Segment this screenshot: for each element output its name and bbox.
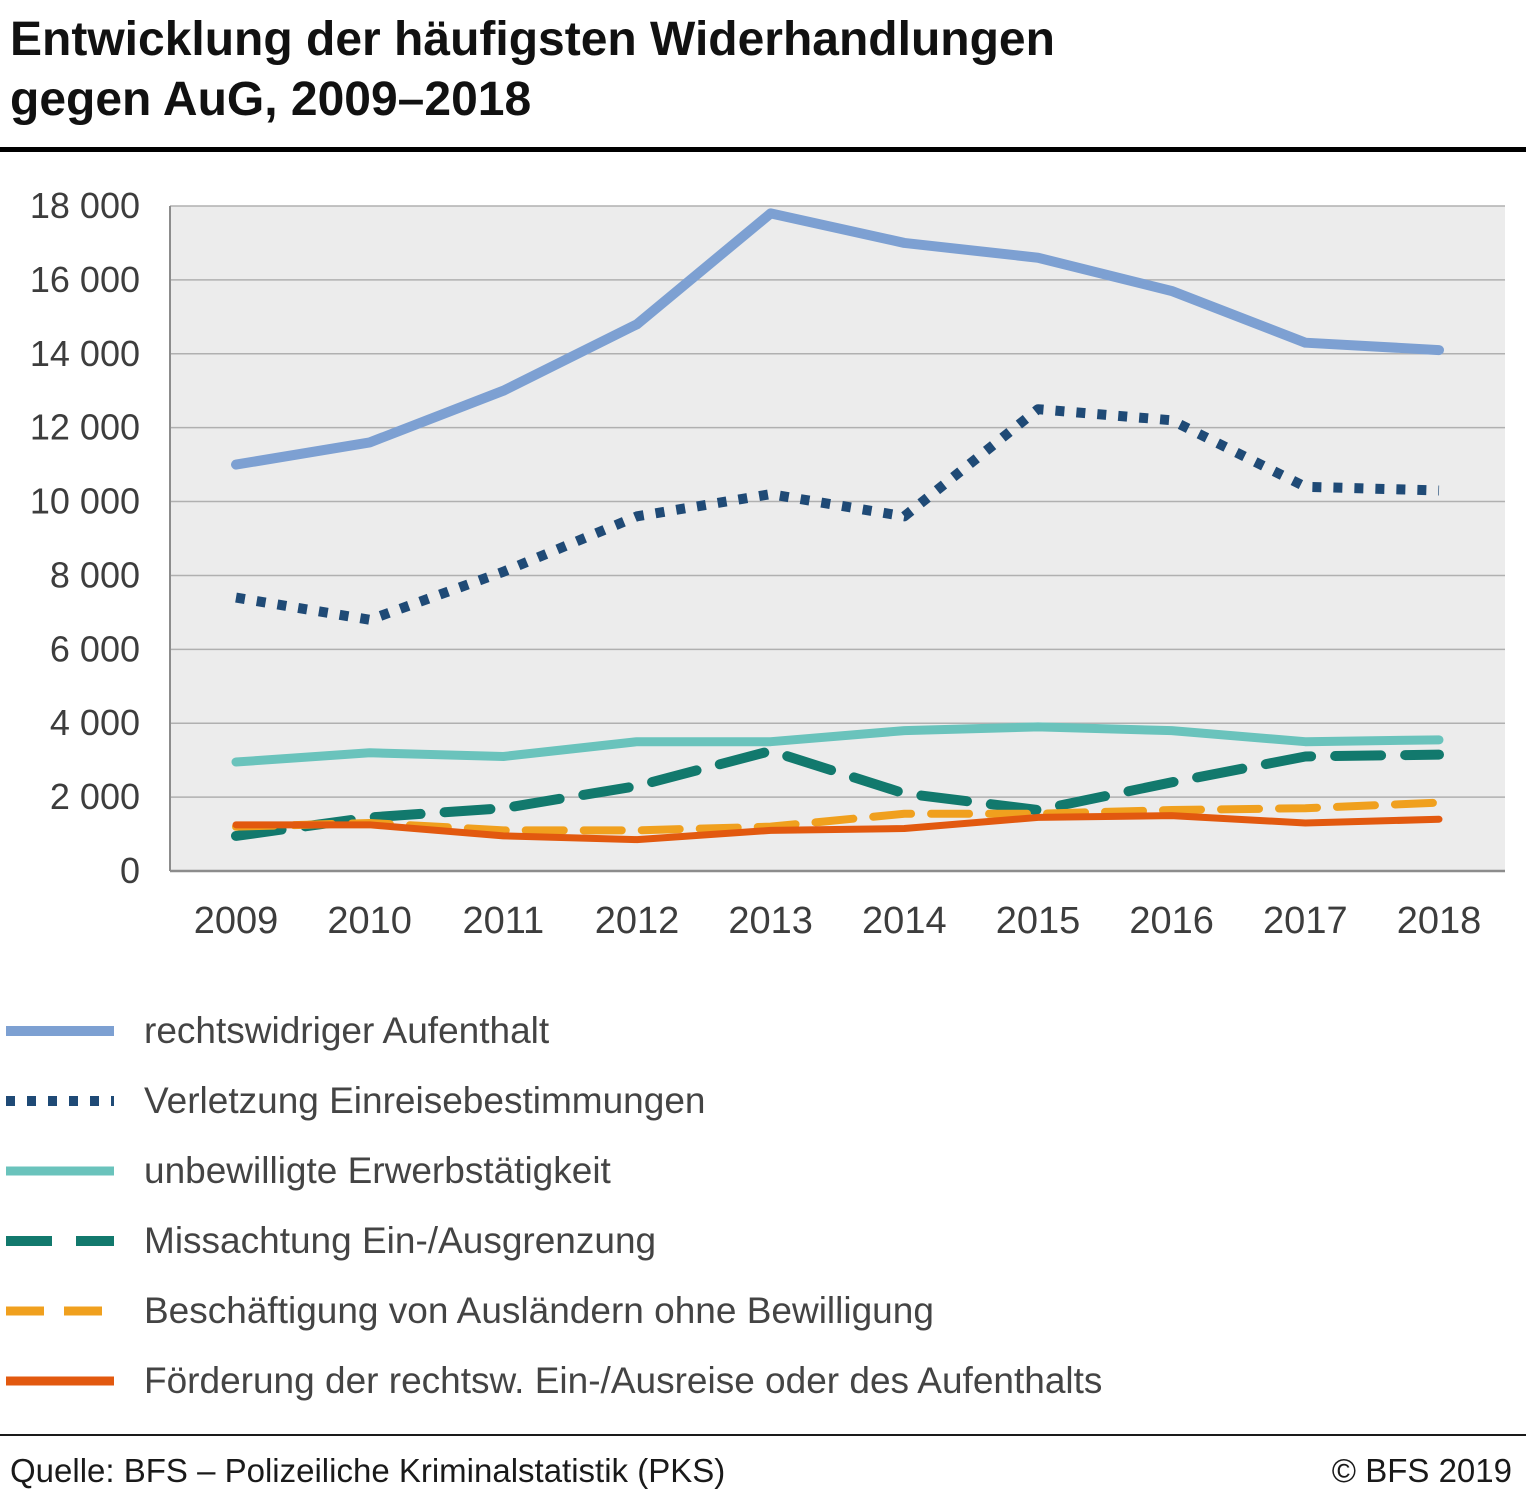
series-line-3: [231, 745, 1444, 841]
svg-text:2017: 2017: [1263, 900, 1348, 942]
svg-text:2015: 2015: [996, 900, 1081, 942]
y-axis-labels: 0 2 000 4 000 6 000 8 000 10 000 12 000 14 000 1…: [30, 185, 140, 891]
svg-text:2011: 2011: [462, 900, 544, 942]
legend-item-5: Förderung der rechtsw. Ein-/Ausreise ode…: [4, 1346, 1526, 1416]
svg-text:2016: 2016: [1129, 900, 1214, 942]
title-line-1: Entwicklung der häufigsten Widerhandlung…: [10, 13, 1055, 66]
svg-text:2013: 2013: [728, 900, 813, 942]
legend-sample-line-3: [6, 1236, 114, 1247]
svg-text:2018: 2018: [1397, 900, 1482, 942]
legend-sample-line-5: [6, 1376, 114, 1386]
legend-sample-line-0: [6, 1026, 114, 1037]
svg-text:8 000: 8 000: [50, 554, 140, 595]
svg-text:2 000: 2 000: [50, 776, 140, 817]
page-title: Entwicklung der häufigsten Widerhandlung…: [0, 0, 1526, 129]
legend-sample-line-4: [6, 1306, 114, 1316]
series-line-0: [231, 208, 1444, 470]
svg-text:18 000: 18 000: [30, 185, 140, 226]
legend-item-1: Verletzung Einreisebestimmungen: [4, 1066, 1526, 1136]
legend-item-3: Missachtung Ein-/Ausgrenzung: [4, 1206, 1526, 1276]
footer: Quelle: BFS – Polizeiliche Kriminalstati…: [0, 1434, 1526, 1510]
legend-label-2: unbewilligte Erwerbstätigkeit: [144, 1150, 611, 1192]
legend-item-2: unbewilligte Erwerbstätigkeit: [4, 1136, 1526, 1206]
series-line-5: [232, 812, 1443, 844]
series-line-1: [235, 404, 1440, 625]
legend-label-1: Verletzung Einreisebestimmungen: [144, 1080, 706, 1122]
svg-text:2009: 2009: [194, 900, 279, 942]
legend-label-3: Missachtung Ein-/Ausgrenzung: [144, 1220, 657, 1262]
legend-item-4: Beschäftigung von Ausländern ohne Bewill…: [4, 1276, 1526, 1346]
svg-text:16 000: 16 000: [30, 259, 140, 300]
svg-text:2012: 2012: [595, 900, 680, 942]
svg-text:14 000: 14 000: [30, 333, 140, 374]
svg-text:2014: 2014: [862, 900, 947, 942]
legend-label-5: Förderung der rechtsw. Ein-/Ausreise ode…: [144, 1360, 1103, 1402]
chart: 0 2 000 4 000 6 000 8 000 10 000 12 000 14 000 1…: [0, 176, 1526, 956]
copyright-text: © BFS 2019: [1331, 1452, 1512, 1489]
gridlines: [170, 205, 1505, 798]
source-text: Quelle: BFS – Polizeiliche Kriminalstati…: [10, 1452, 726, 1489]
legend: rechtswidriger Aufenthalt Verletzung Einr…: [4, 996, 1526, 1416]
svg-text:10 000: 10 000: [30, 481, 140, 522]
svg-text:12 000: 12 000: [30, 407, 140, 448]
legend-sample-line-1: [6, 1096, 114, 1107]
title-line-2: gegen AuG, 2009–2018: [10, 72, 532, 126]
legend-label-4: Beschäftigung von Ausländern ohne Bewill…: [144, 1290, 934, 1332]
series-line-2: [231, 722, 1444, 767]
plot-area: [170, 206, 1505, 872]
series-line-4: [232, 798, 1443, 835]
svg-text:2010: 2010: [327, 900, 412, 942]
legend-item-0: rechtswidriger Aufenthalt: [4, 996, 1526, 1066]
legend-label-0: rechtswidriger Aufenthalt: [144, 1010, 550, 1052]
legend-sample-line-2: [6, 1166, 114, 1176]
chart-svg: 0 2 000 4 000 6 000 8 000 10 000 12 000 14 000 1…: [30, 185, 1505, 942]
svg-text:4 000: 4 000: [50, 702, 140, 743]
svg-text:0: 0: [120, 850, 140, 891]
title-divider: [0, 147, 1526, 153]
svg-text:6 000: 6 000: [50, 628, 140, 669]
x-axis-labels: 2009 2010 2011 2012 2013 2014 2015 2016 2017 2018: [194, 900, 1482, 942]
